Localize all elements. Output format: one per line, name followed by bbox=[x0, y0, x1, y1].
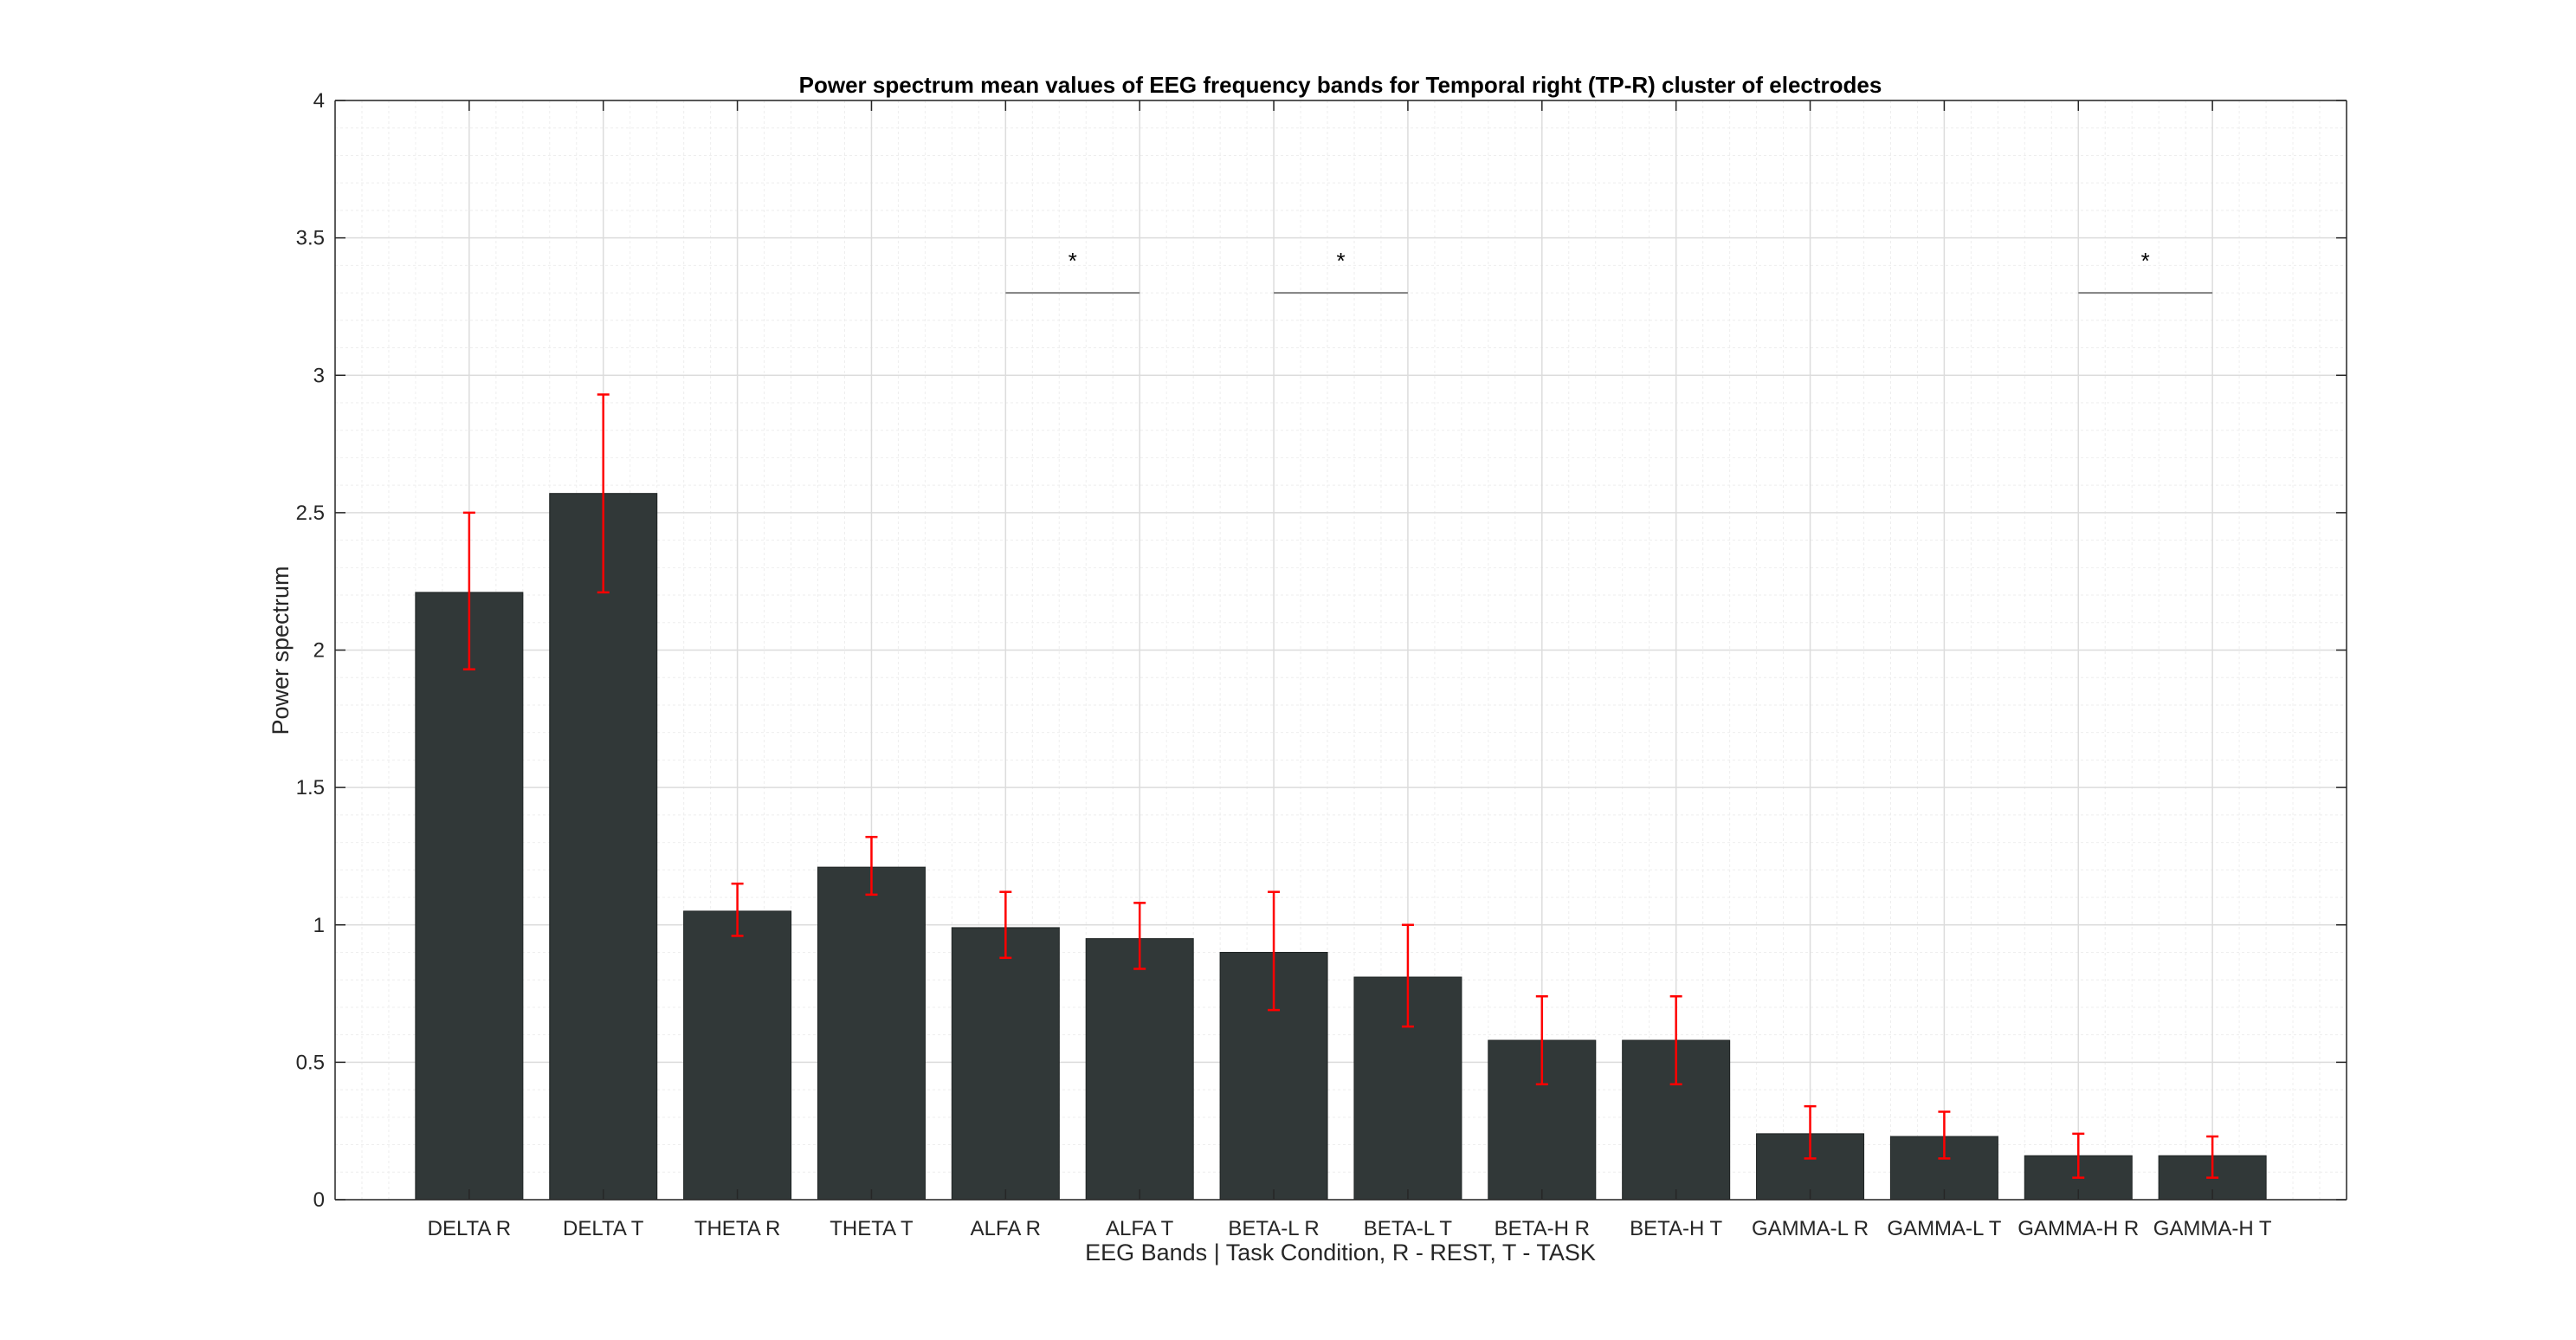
significance-star: * bbox=[2141, 248, 2150, 274]
x-tick-label: BETA-H T bbox=[1630, 1217, 1722, 1240]
x-tick-label: BETA-L T bbox=[1364, 1217, 1453, 1240]
y-tick-label: 2.5 bbox=[296, 502, 325, 525]
axes bbox=[334, 100, 2347, 1201]
significance-star: * bbox=[1336, 248, 1345, 274]
bar bbox=[415, 592, 524, 1201]
x-tick-label: THETA R bbox=[694, 1217, 781, 1240]
bar bbox=[817, 866, 926, 1201]
x-tick-label: DELTA T bbox=[563, 1217, 644, 1240]
x-tick-label: ALFA R bbox=[971, 1217, 1041, 1240]
bar bbox=[549, 493, 658, 1201]
x-tick-label: BETA-L R bbox=[1228, 1217, 1319, 1240]
significance-markers: * * * bbox=[1005, 248, 2213, 295]
x-tick-label: DELTA R bbox=[428, 1217, 511, 1240]
bars bbox=[415, 493, 2267, 1201]
error-bars bbox=[462, 393, 2219, 1179]
x-axis-label: EEG Bands | Task Condition, R - REST, T … bbox=[1085, 1240, 1596, 1266]
y-tick-label: 1.5 bbox=[296, 776, 325, 799]
y-tick-label: 3 bbox=[313, 364, 325, 387]
x-tick-label: GAMMA-L R bbox=[1752, 1217, 1869, 1240]
y-tick-label: 0.5 bbox=[296, 1051, 325, 1074]
bar bbox=[1085, 938, 1194, 1201]
x-tick-label: GAMMA-H T bbox=[2153, 1217, 2272, 1240]
bar bbox=[951, 927, 1060, 1201]
x-tick-label: BETA-H R bbox=[1495, 1217, 1590, 1240]
y-tick-label: 4 bbox=[313, 89, 325, 113]
y-tick-label: 2 bbox=[313, 639, 325, 663]
bar bbox=[683, 910, 792, 1201]
y-tick-labels: 0 0.5 1 1.5 2 2.5 3 3.5 4 bbox=[296, 89, 325, 1212]
y-tick-label: 3.5 bbox=[296, 227, 325, 250]
x-tick-label: GAMMA-H R bbox=[2018, 1217, 2139, 1240]
y-axis-label: Power spectrum bbox=[268, 566, 294, 735]
y-tick-label: 1 bbox=[313, 914, 325, 937]
x-tick-labels: DELTA R DELTA T THETA R THETA T ALFA R ALFA T… bbox=[428, 1217, 2272, 1240]
chart-title: Power spectrum mean values of EEG freque… bbox=[799, 72, 1882, 98]
x-tick-label: ALFA T bbox=[1106, 1217, 1174, 1240]
x-tick-label: THETA T bbox=[830, 1217, 914, 1240]
significance-star: * bbox=[1068, 248, 1077, 274]
x-tick-label: GAMMA-L T bbox=[1887, 1217, 2001, 1240]
y-tick-label: 0 bbox=[313, 1188, 325, 1212]
